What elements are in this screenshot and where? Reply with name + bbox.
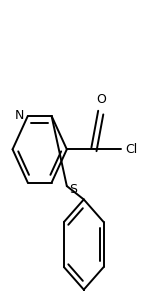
Text: Cl: Cl xyxy=(125,143,137,156)
Text: S: S xyxy=(70,183,78,196)
Text: O: O xyxy=(96,93,106,106)
Text: N: N xyxy=(15,110,24,122)
